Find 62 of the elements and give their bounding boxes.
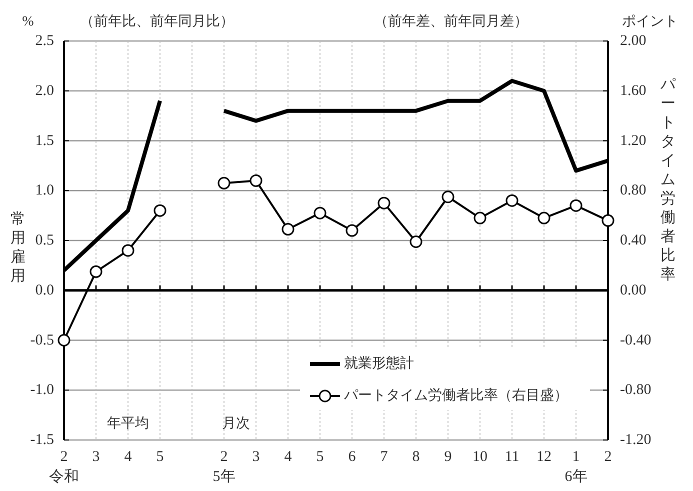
- point: [410, 235, 422, 248]
- point: [282, 223, 294, 236]
- y-tick-label: 0.5: [35, 232, 54, 248]
- x-tick-label: 2 5年: [212, 449, 236, 485]
- point: [474, 212, 486, 224]
- point: [122, 244, 134, 257]
- y2-tick-label: 0.40: [620, 232, 646, 248]
- y2-tick-label: -0.40: [620, 332, 652, 348]
- x-tick-label: 1 6年: [564, 449, 588, 485]
- point: [218, 176, 230, 190]
- y2-tick-label: 2.00: [620, 33, 646, 49]
- text: %: [22, 14, 34, 30]
- y-axis-title: 常用雇用: [10, 210, 26, 284]
- y-tick-label: 1.5: [35, 132, 54, 149]
- point: [538, 212, 550, 224]
- x-tick-label: 2 令和: [49, 449, 79, 485]
- point: [154, 204, 166, 217]
- annotation: 年平均: [107, 416, 149, 432]
- y2-tick-label: 1.60: [620, 82, 646, 99]
- x-tick-label: 4: [124, 449, 132, 465]
- annotation: 月次: [222, 416, 250, 432]
- legend-label: 就業形態計: [344, 356, 414, 372]
- text: （前年差、前年同月差）: [374, 14, 528, 30]
- point: [602, 214, 614, 227]
- x-tick-label: 9: [444, 449, 452, 465]
- y-tick-label: 0.0: [35, 282, 54, 298]
- x-tick-label: 11: [504, 449, 520, 465]
- x-tick-label: 4: [284, 449, 292, 465]
- point: [250, 174, 262, 187]
- point: [58, 334, 70, 346]
- y2-tick-label: 0.80: [620, 182, 646, 199]
- x-tick-label: 3: [252, 449, 260, 465]
- legend-label: パートタイム労働者比率（右目盛）: [343, 388, 568, 404]
- y2-tick-label: 0.00: [620, 282, 646, 298]
- point: [442, 190, 454, 204]
- x-tick-label: 7: [380, 449, 388, 465]
- point: [90, 265, 102, 278]
- x-tick-label: 3: [92, 449, 100, 465]
- y-tick-label: 2.5: [35, 33, 54, 49]
- y2-tick-label: -1.20: [620, 432, 652, 448]
- x-tick-label: 10: [472, 449, 488, 465]
- text: （前年比、前年同月比）: [80, 14, 234, 30]
- point: [346, 224, 358, 237]
- y-tick-label: -1.5: [30, 432, 54, 448]
- x-tick-label: 6: [348, 449, 356, 465]
- y2-tick-label: -0.80: [620, 382, 652, 398]
- y2-tick-label: 1.20: [620, 132, 646, 149]
- y-tick-label: -1.0: [30, 382, 54, 398]
- x-tick-label: 8: [412, 449, 420, 465]
- point: [314, 206, 326, 220]
- x-tick-label: 12: [536, 449, 552, 465]
- x-tick-label: 5: [316, 449, 324, 465]
- y-tick-label: 2.0: [35, 82, 54, 99]
- point: [506, 194, 518, 207]
- point: [378, 196, 390, 210]
- y-tick-label: 1.0: [35, 182, 54, 199]
- y-tick-label: -0.5: [30, 332, 54, 348]
- text: ポイント: [622, 14, 678, 30]
- x-tick-label: 5: [156, 449, 164, 465]
- point: [570, 199, 582, 212]
- x-tick-label: 2: [604, 449, 612, 465]
- text: パートタイム労働者比率: [660, 77, 676, 283]
